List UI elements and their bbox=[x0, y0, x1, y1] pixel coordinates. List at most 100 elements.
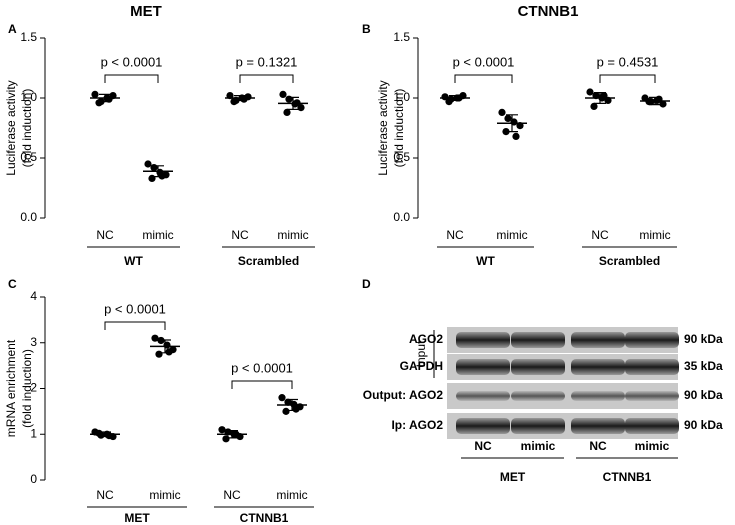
blot-band bbox=[511, 359, 565, 375]
blot-band bbox=[571, 359, 625, 375]
blot-band bbox=[571, 418, 625, 434]
y-tick-label: 1.0 bbox=[393, 90, 410, 104]
chart-title: CTNNB1 bbox=[518, 3, 579, 20]
data-point bbox=[218, 426, 226, 434]
y-axis-label: Luciferase activity bbox=[4, 80, 18, 175]
row-label: Ip: AGO2 bbox=[391, 418, 443, 432]
panel-letter: A bbox=[8, 22, 17, 36]
y-tick-label: 0.0 bbox=[20, 210, 37, 224]
data-point bbox=[105, 432, 113, 440]
data-point bbox=[150, 164, 158, 172]
blot-band bbox=[511, 391, 565, 401]
error-bar bbox=[159, 339, 171, 354]
significance-bracket bbox=[104, 74, 159, 83]
significance-bracket bbox=[104, 321, 166, 330]
error-bar bbox=[99, 431, 111, 438]
row-label: GAPDH bbox=[400, 359, 443, 373]
significance-bracket bbox=[454, 74, 513, 83]
y-tick-label: 0 bbox=[30, 472, 37, 486]
y-axis-label: (fold induction) bbox=[392, 89, 406, 168]
group-label: Scrambled bbox=[238, 254, 299, 268]
group-label: MET bbox=[500, 470, 526, 484]
group-label: WT bbox=[476, 254, 495, 268]
error-bar bbox=[649, 96, 661, 106]
data-point bbox=[222, 435, 230, 443]
error-bar bbox=[449, 95, 461, 101]
panel-letter: D bbox=[362, 277, 371, 291]
p-value: p < 0.0001 bbox=[231, 360, 293, 375]
size-label: 90 kDa bbox=[684, 418, 723, 432]
error-bar bbox=[286, 398, 298, 412]
p-value: p < 0.0001 bbox=[104, 301, 166, 316]
x-tick-label: NC bbox=[446, 228, 464, 242]
error-bar bbox=[152, 165, 164, 178]
p-value: p = 0.4531 bbox=[597, 54, 659, 69]
blot-band bbox=[511, 332, 565, 348]
blot-band bbox=[456, 391, 510, 401]
data-point bbox=[586, 88, 594, 96]
blot-band bbox=[571, 332, 625, 348]
blot-band bbox=[456, 359, 510, 375]
data-point bbox=[590, 102, 598, 110]
data-point bbox=[498, 108, 506, 116]
y-tick-label: 0.0 bbox=[393, 210, 410, 224]
blot-band bbox=[456, 332, 510, 348]
data-point bbox=[151, 334, 159, 342]
data-point bbox=[283, 108, 291, 116]
y-tick-label: 1.5 bbox=[393, 30, 410, 44]
data-point bbox=[445, 98, 453, 106]
y-tick-label: 4 bbox=[30, 289, 37, 303]
x-tick-label: mimic bbox=[496, 228, 527, 242]
panel-letter: C bbox=[8, 277, 17, 291]
blot-band bbox=[571, 391, 625, 401]
y-axis-label: Luciferase activity bbox=[376, 80, 390, 175]
y-tick-label: 0.5 bbox=[20, 150, 37, 164]
data-point bbox=[278, 394, 286, 402]
data-point bbox=[284, 398, 292, 406]
data-point bbox=[95, 99, 103, 107]
group-label: WT bbox=[124, 254, 143, 268]
x-tick-label: mimic bbox=[639, 228, 670, 242]
error-bar bbox=[506, 114, 518, 133]
chart-title: MET bbox=[130, 3, 162, 20]
group-label: MET bbox=[124, 511, 150, 525]
row-label: AGO2 bbox=[409, 332, 443, 346]
data-point bbox=[285, 95, 293, 103]
row-label: Output: AGO2 bbox=[363, 388, 444, 402]
significance-bracket bbox=[599, 74, 656, 83]
blot-band bbox=[625, 418, 679, 434]
data-point bbox=[282, 407, 290, 415]
data-point bbox=[91, 90, 99, 98]
significance-bracket bbox=[239, 74, 294, 83]
y-tick-label: 2 bbox=[30, 381, 37, 395]
group-label: CTNNB1 bbox=[603, 470, 652, 484]
x-tick-label: mimic bbox=[149, 488, 180, 502]
x-tick-label: NC bbox=[96, 488, 114, 502]
x-tick-label: NC bbox=[231, 228, 249, 242]
data-point bbox=[144, 160, 152, 168]
blot-band bbox=[456, 418, 510, 434]
x-tick-label: mimic bbox=[276, 488, 307, 502]
group-label: CTNNB1 bbox=[240, 511, 289, 525]
data-point bbox=[279, 90, 287, 98]
y-axis-label: (fold induction) bbox=[20, 89, 34, 168]
data-point bbox=[292, 405, 300, 413]
error-bar bbox=[287, 96, 299, 110]
data-point bbox=[230, 98, 238, 106]
y-axis-label: (fold induction) bbox=[20, 349, 34, 428]
error-bar bbox=[234, 95, 246, 101]
x-tick-label: NC bbox=[223, 488, 241, 502]
x-tick-label: NC bbox=[591, 228, 609, 242]
y-tick-label: 1.0 bbox=[20, 90, 37, 104]
data-point bbox=[148, 174, 156, 182]
y-tick-label: 3 bbox=[30, 335, 37, 349]
data-point bbox=[512, 132, 520, 140]
x-tick-label: mimic bbox=[142, 228, 173, 242]
lane-label: NC bbox=[589, 439, 607, 453]
data-point bbox=[155, 350, 163, 358]
p-value: p = 0.1321 bbox=[236, 54, 298, 69]
x-tick-label: mimic bbox=[277, 228, 308, 242]
lane-label: mimic bbox=[635, 439, 670, 453]
size-label: 35 kDa bbox=[684, 359, 723, 373]
